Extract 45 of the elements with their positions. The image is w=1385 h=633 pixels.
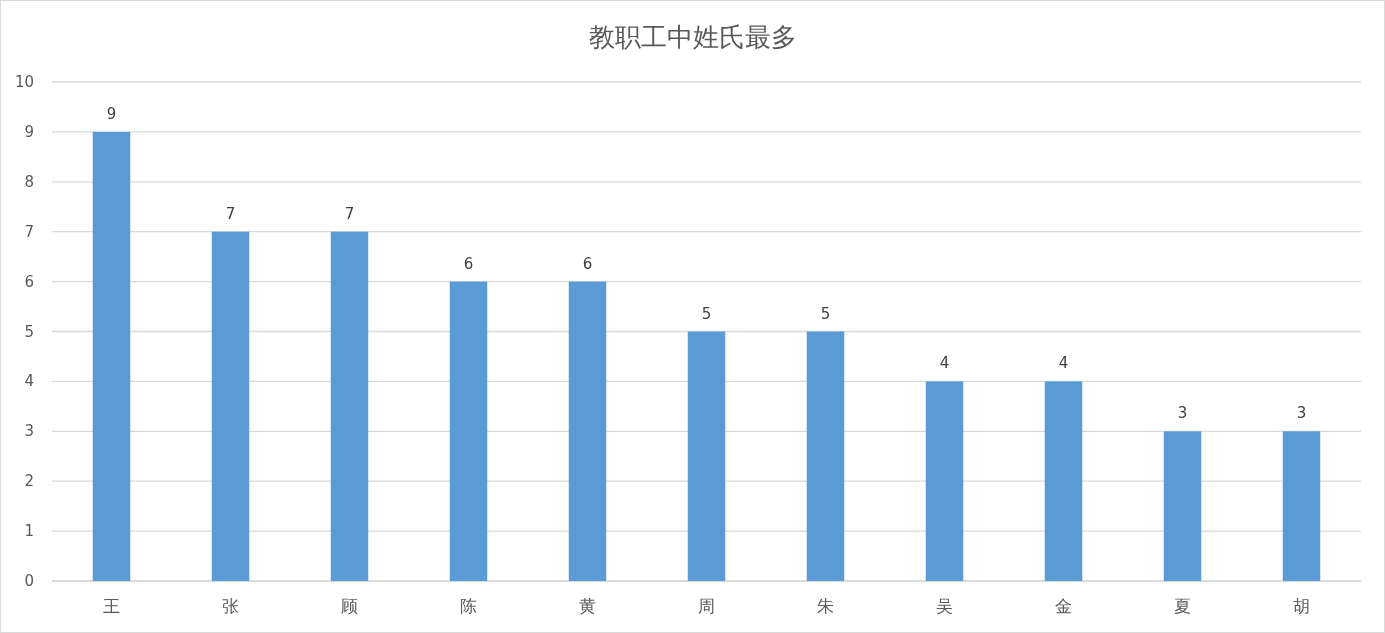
- y-tick-label: 8: [24, 172, 34, 191]
- y-tick-label: 10: [14, 73, 34, 91]
- data-label: 5: [701, 304, 712, 323]
- x-tick-label: 顾: [341, 596, 358, 616]
- data-label: 5: [820, 304, 831, 323]
- data-label: 6: [582, 254, 593, 273]
- x-tick-label: 胡: [1293, 596, 1310, 616]
- y-tick-label: 1: [24, 522, 34, 541]
- bar: [211, 231, 250, 581]
- y-tick-label: 7: [24, 222, 34, 241]
- y-tick-label: 3: [24, 422, 34, 441]
- bar: [687, 331, 726, 581]
- bar: [806, 331, 845, 581]
- bar: [568, 281, 607, 581]
- bar: [449, 281, 488, 581]
- bar: [1282, 431, 1321, 581]
- y-tick-label: 2: [24, 472, 34, 491]
- bar: [1044, 381, 1083, 581]
- bar: [92, 131, 131, 581]
- x-tick-label: 金: [1055, 596, 1072, 616]
- x-tick-label: 王: [103, 596, 120, 616]
- data-label: 4: [939, 354, 950, 373]
- data-label: 7: [344, 204, 355, 223]
- title: 教职工中姓氏最多: [588, 22, 797, 52]
- bar: [1163, 431, 1202, 581]
- y-tick-label: 5: [24, 322, 34, 341]
- x-tick-label: 陈: [460, 596, 477, 616]
- data-label: 9: [106, 104, 117, 123]
- data-label: 3: [1296, 404, 1307, 423]
- y-tick-label: 6: [24, 272, 34, 291]
- x-tick-label: 周: [698, 596, 715, 616]
- x-tick-label: 黄: [579, 596, 596, 616]
- data-label: 7: [225, 204, 236, 223]
- y-tick-label: 0: [24, 572, 34, 590]
- x-tick-label: 夏: [1174, 596, 1191, 616]
- data-label: 3: [1177, 404, 1188, 423]
- data-label: 4: [1058, 354, 1069, 373]
- y-tick-label: 9: [24, 122, 34, 141]
- x-tick-label: 张: [222, 596, 239, 616]
- x-tick-label: 吴: [936, 596, 953, 616]
- bar: [330, 231, 369, 581]
- x-tick-label: 朱: [817, 596, 834, 616]
- bar: [925, 381, 964, 581]
- data-label: 6: [463, 254, 474, 273]
- y-tick-label: 4: [24, 372, 34, 391]
